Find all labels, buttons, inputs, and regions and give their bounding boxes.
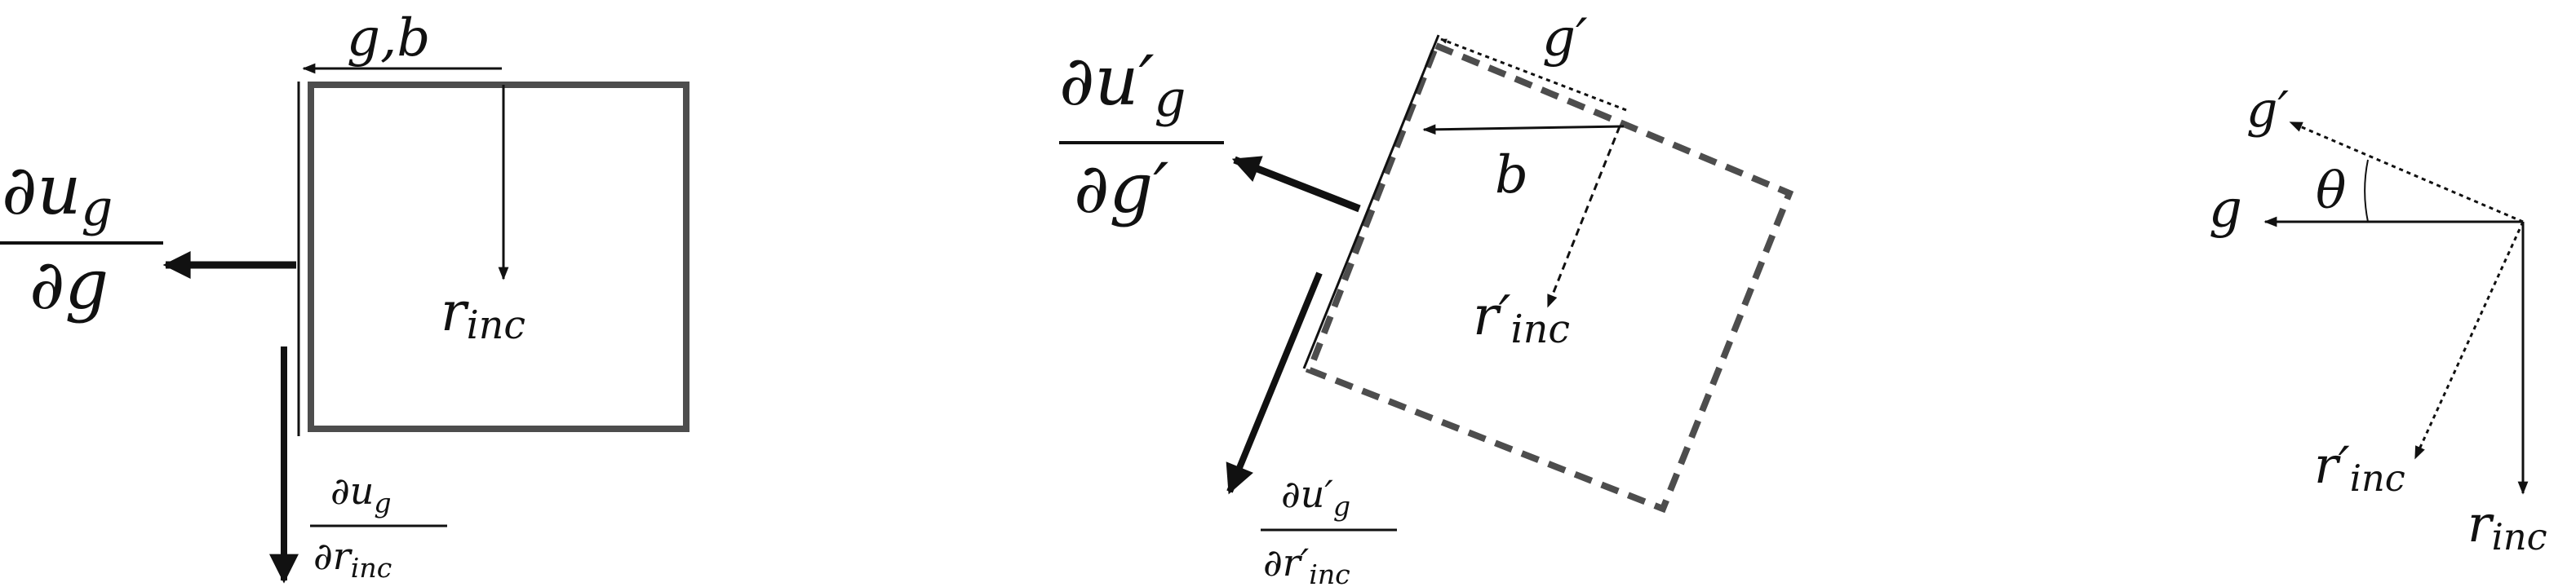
theta-label: θ [2316, 161, 2346, 220]
du-dg-denominator: ∂g [29, 245, 109, 324]
left-panel: g,b rinc ∂ug ∂g ∂ug ∂rinc [0, 8, 686, 584]
right-panel: g′ θ g r′inc rinc [2209, 82, 2547, 558]
du-prime-dr-prime-denominator: ∂r′inc [1263, 541, 1350, 587]
du-dr-numerator: ∂ug [330, 469, 392, 519]
right-r-inc-label: rinc [2467, 494, 2547, 558]
unrotated-square [311, 85, 686, 429]
r-prime-inc-arrow [1548, 126, 1620, 307]
rotated-gradient-edge-line [1304, 35, 1439, 369]
right-g-prime-label: g′ [2246, 82, 2289, 139]
du-prime-dr-prime-arrow [1230, 273, 1319, 492]
r-prime-inc-label: r′inc [1473, 285, 1570, 352]
b-label: b [1495, 145, 1528, 205]
du-prime-dg-prime-arrow [1235, 160, 1359, 209]
middle-panel: g′ b r′inc ∂u′g ∂g′ ∂u′g ∂r′inc [1059, 8, 1789, 587]
r-inc-label: rinc [441, 280, 525, 348]
b-arrow [1424, 126, 1624, 130]
du-prime-dg-prime-denominator: ∂g′ [1074, 148, 1168, 228]
right-r-prime-inc-label: r′inc [2314, 435, 2405, 500]
right-g-label: g [2209, 179, 2242, 240]
right-r-prime-inc-arrow [2415, 222, 2523, 458]
du-prime-dr-prime-numerator: ∂u′g [1281, 472, 1350, 522]
theta-arc [2365, 160, 2368, 222]
g-prime-label: g′ [1542, 8, 1588, 68]
rotated-square-dashed [1310, 46, 1789, 509]
g-prime-dotted-arrow [1441, 39, 1626, 110]
du-dr-denominator: ∂rinc [313, 534, 392, 584]
du-prime-dg-prime-numerator: ∂u′g [1059, 41, 1186, 128]
du-dg-numerator: ∂ug [2, 150, 113, 237]
g-b-label: g,b [347, 8, 430, 68]
